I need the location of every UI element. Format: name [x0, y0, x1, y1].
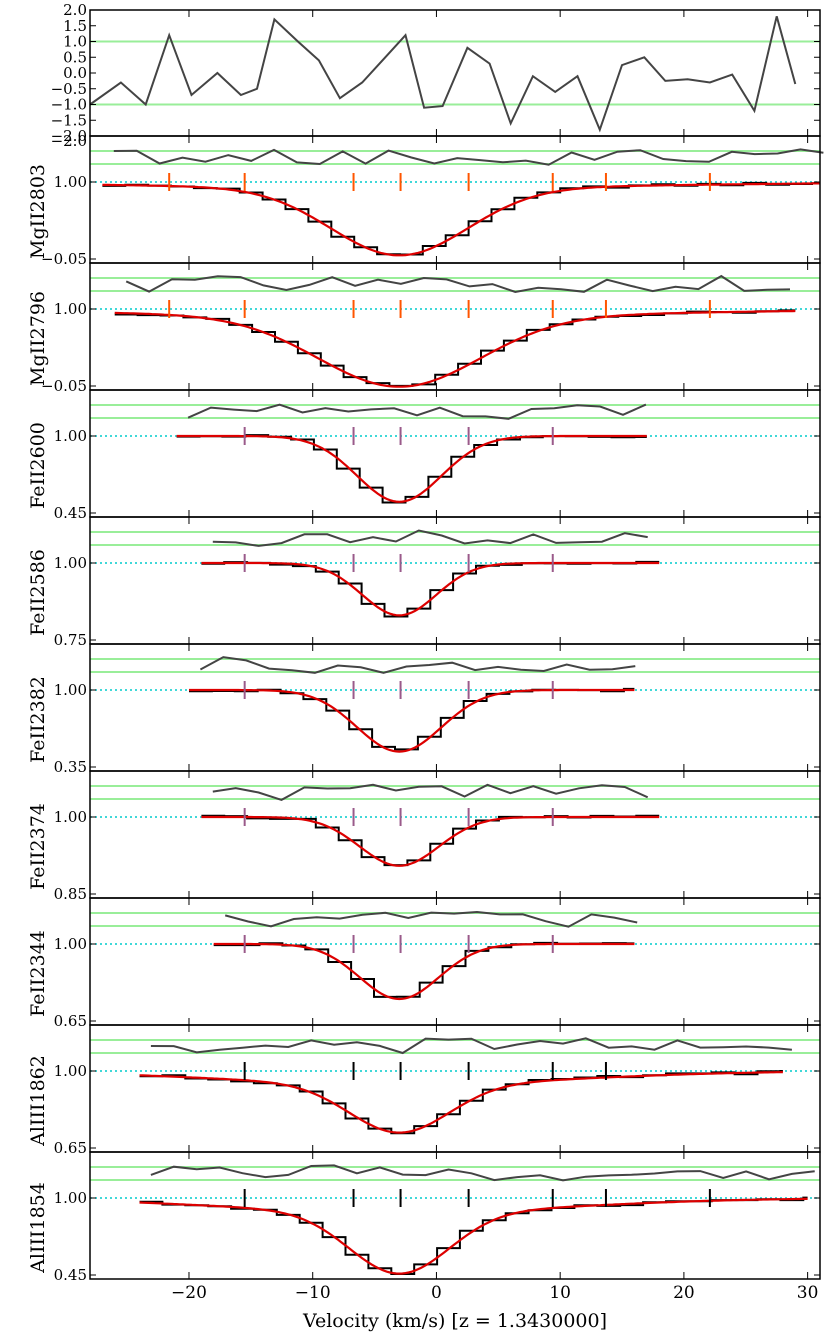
panel-top-scale-label: −2.0 — [51, 132, 87, 150]
panel-frame — [89, 1151, 821, 1280]
panel-frame — [89, 897, 821, 1026]
data-histogram — [114, 309, 796, 387]
panel-feii2382: 1.00 0.35 FeII2382 — [27, 643, 821, 776]
x-tick-label: −20 — [171, 1283, 207, 1303]
panel-y-tick-label: −0.05 — [41, 250, 87, 268]
panel-ion-label: FeII2382 — [27, 676, 49, 763]
panel-frame — [89, 1024, 821, 1153]
panel-ion-label: AlIII1854 — [27, 1182, 49, 1274]
model-fit-line — [139, 1197, 808, 1275]
panel-residual-line — [150, 1164, 815, 1182]
x-tick-label: 20 — [673, 1283, 695, 1303]
residual-y-tick-label: −1.0 — [51, 96, 87, 114]
panel-y-tick-label: 1.00 — [54, 681, 87, 699]
model-fit-line — [102, 182, 820, 257]
panel-feii2600: 1.00 0.45 FeII2600 — [27, 389, 821, 522]
panel-aliii1862: 1.00 0.65 AlIII1862 — [27, 1024, 821, 1157]
panel-y-tick-label: 1.00 — [54, 554, 87, 572]
panel-y-tick-label: 1.00 — [54, 173, 87, 191]
panel-residual-line — [113, 148, 824, 166]
model-fit-line — [139, 1071, 783, 1134]
panel-residual-line — [150, 1037, 792, 1055]
residual-y-tick-label: 2.0 — [63, 1, 87, 19]
residual-y-tick-label: 0.5 — [63, 48, 87, 66]
residual-y-tick-label: −2.0 — [51, 127, 87, 145]
panel-ion-label: MgII2803 — [27, 164, 49, 259]
panel-feii2586: 1.00 0.75 FeII2586 — [27, 516, 821, 649]
panel-y-tick-label: −0.05 — [41, 377, 87, 395]
panel-ion-label: FeII2586 — [27, 549, 49, 636]
panel-y-tick-label: 1.00 — [54, 935, 87, 953]
model-fit-line — [201, 815, 660, 867]
panel-y-tick-label: 0.65 — [54, 1139, 87, 1157]
panel-ion-label: AlIII1862 — [27, 1055, 49, 1147]
panel-y-tick-label: 0.65 — [54, 1012, 87, 1030]
panel-residual-line — [187, 403, 647, 420]
data-histogram — [189, 687, 635, 751]
panel-aliii1854: 1.00 0.45 AlIII1854 — [27, 1151, 821, 1284]
panel-y-tick-label: 1.00 — [54, 427, 87, 445]
data-histogram — [102, 181, 820, 256]
panel-y-tick-label: 0.35 — [54, 758, 87, 776]
model-fit-line — [213, 942, 635, 1001]
data-histogram — [201, 814, 660, 867]
panel-y-tick-label: 0.45 — [54, 504, 87, 522]
panel-y-tick-label: 0.45 — [54, 1266, 87, 1284]
residual-y-tick-label: 1.5 — [63, 17, 87, 35]
panel-ion-label: FeII2600 — [27, 422, 49, 509]
data-histogram — [201, 560, 660, 618]
residual-y-tick-label: 1.0 — [63, 33, 87, 51]
panel-frame — [89, 135, 821, 264]
residual-series-line — [89, 16, 797, 133]
x-axis-label: Velocity (km/s) [z = 1.3430000] — [302, 1310, 607, 1332]
data-histogram — [176, 434, 647, 504]
panel-y-tick-label: 1.00 — [54, 808, 87, 826]
residual-frame — [89, 9, 821, 137]
panel-feii2344: 1.00 0.65 FeII2344 — [27, 897, 821, 1030]
residual-panel: 2.01.51.00.50.0−0.5−1.0−1.5−2.0 — [51, 1, 821, 145]
data-histogram — [139, 1196, 808, 1275]
x-tick-label: 0 — [431, 1283, 442, 1303]
panel-y-tick-label: 1.00 — [54, 1062, 87, 1080]
panel-ion-label: MgII2796 — [27, 291, 49, 386]
panel-feii2374: 1.00 0.85 FeII2374 — [27, 770, 821, 903]
panel-residual-line — [212, 529, 648, 547]
model-fit-line — [201, 561, 660, 617]
panel-residual-line — [199, 656, 636, 674]
panel-y-tick-label: 0.75 — [54, 631, 87, 649]
x-tick-label: 30 — [797, 1283, 819, 1303]
model-fit-line — [114, 309, 796, 388]
panel-residual-line — [212, 783, 649, 801]
model-fit-line — [176, 434, 647, 503]
panel-ion-label: FeII2344 — [27, 930, 49, 1017]
residual-y-tick-label: 0.0 — [63, 64, 87, 82]
panel-y-tick-label: 1.00 — [54, 1189, 87, 1207]
x-tick-label: 10 — [549, 1283, 571, 1303]
panel-frame — [89, 389, 821, 518]
panel-y-tick-label: 0.85 — [54, 885, 87, 903]
panel-residual-line — [224, 910, 638, 928]
panel-residual-line — [125, 274, 791, 294]
residual-y-tick-label: −0.5 — [51, 80, 87, 98]
panel-ion-label: FeII2374 — [27, 803, 49, 890]
panel-y-tick-label: 1.00 — [54, 300, 87, 318]
x-tick-label: −10 — [295, 1283, 331, 1303]
residual-y-tick-label: −1.5 — [51, 111, 87, 129]
model-fit-line — [189, 688, 635, 753]
